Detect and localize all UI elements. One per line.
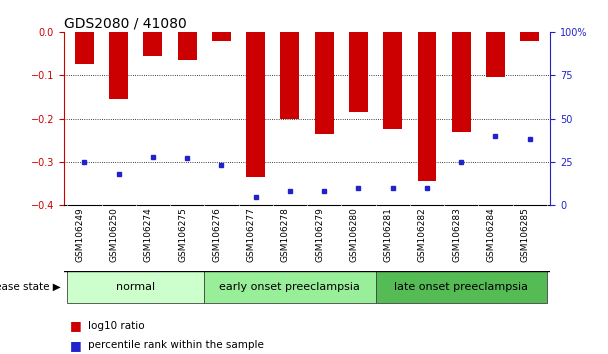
Bar <box>383 32 402 130</box>
Text: log10 ratio: log10 ratio <box>88 321 145 331</box>
Text: early onset preeclampsia: early onset preeclampsia <box>219 282 361 292</box>
Bar <box>315 32 334 134</box>
Text: GSM106276: GSM106276 <box>212 207 221 262</box>
Text: normal: normal <box>116 282 155 292</box>
Bar <box>143 32 162 56</box>
Text: GSM106284: GSM106284 <box>486 207 496 262</box>
Bar <box>109 32 128 99</box>
Text: GDS2080 / 41080: GDS2080 / 41080 <box>64 17 187 31</box>
Bar <box>178 32 196 60</box>
Text: GSM106283: GSM106283 <box>452 207 461 262</box>
Bar <box>75 32 94 64</box>
Text: ■: ■ <box>70 319 81 332</box>
Bar <box>520 32 539 41</box>
Text: GSM106281: GSM106281 <box>384 207 393 262</box>
Text: GSM106274: GSM106274 <box>144 207 153 262</box>
Bar <box>212 32 231 41</box>
Text: GSM106279: GSM106279 <box>315 207 324 262</box>
Text: late onset preeclampsia: late onset preeclampsia <box>394 282 528 292</box>
Text: GSM106249: GSM106249 <box>75 207 85 262</box>
Text: GSM106282: GSM106282 <box>418 207 427 262</box>
Text: GSM106278: GSM106278 <box>281 207 290 262</box>
Bar <box>418 32 437 182</box>
Text: GSM106250: GSM106250 <box>109 207 119 262</box>
Text: disease state ▶: disease state ▶ <box>0 282 61 292</box>
Text: ■: ■ <box>70 339 81 352</box>
Bar <box>349 32 368 112</box>
Bar <box>280 32 299 119</box>
Bar <box>67 271 204 303</box>
Bar <box>376 271 547 303</box>
Bar <box>204 271 376 303</box>
Text: percentile rank within the sample: percentile rank within the sample <box>88 340 264 350</box>
Text: GSM106280: GSM106280 <box>350 207 359 262</box>
Text: GSM106285: GSM106285 <box>520 207 530 262</box>
Text: GSM106275: GSM106275 <box>178 207 187 262</box>
Bar <box>246 32 265 177</box>
Bar <box>486 32 505 78</box>
Text: GSM106277: GSM106277 <box>247 207 255 262</box>
Bar <box>452 32 471 132</box>
